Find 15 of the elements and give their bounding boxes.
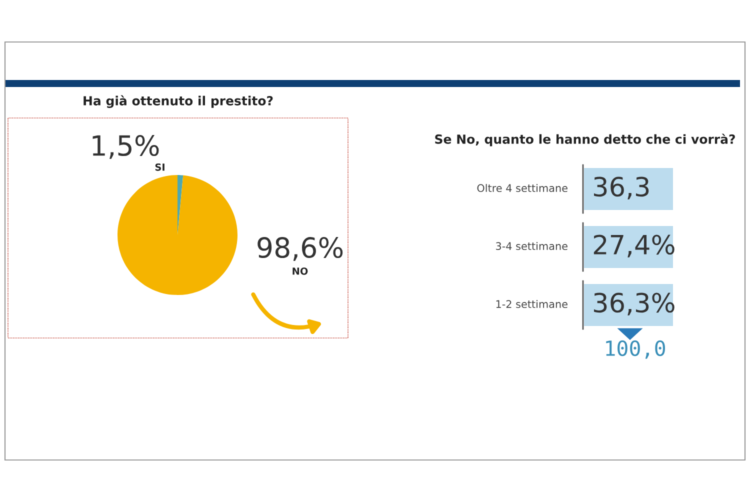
data-label: 36,3 bbox=[594, 176, 649, 200]
pie-slice bbox=[178, 175, 184, 235]
data-label: 27,4% bbox=[594, 234, 674, 258]
data-label: 1,5% bbox=[92, 135, 159, 159]
slice-label: NO bbox=[292, 267, 308, 275]
chart-title: Ha già ottenuto il prestito? bbox=[84, 95, 273, 108]
pie-slice bbox=[118, 175, 238, 295]
data-label: 36,3% bbox=[594, 292, 674, 316]
text: 100,0 bbox=[606, 340, 666, 359]
category-label: 3-4 settimane bbox=[496, 242, 568, 250]
category-label: Oltre 4 settimane bbox=[477, 184, 568, 192]
data-label: 98,6% bbox=[258, 237, 343, 261]
slice-label: SI bbox=[155, 163, 164, 171]
category-label: 1-2 settimane bbox=[496, 300, 568, 308]
text: Se No, quanto le hanno detto che ci vorrà? bbox=[435, 134, 735, 146]
